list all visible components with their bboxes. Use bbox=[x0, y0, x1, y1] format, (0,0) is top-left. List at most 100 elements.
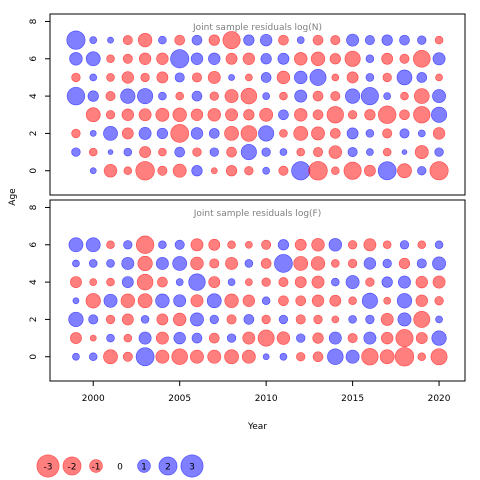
residual-bubble bbox=[138, 52, 152, 65]
residual-bubble bbox=[346, 33, 360, 47]
residual-bubble bbox=[278, 165, 289, 176]
residual-bubble bbox=[222, 31, 241, 50]
residual-bubble bbox=[244, 166, 254, 176]
residual-bubble bbox=[259, 33, 273, 47]
residual-bubble bbox=[191, 165, 203, 177]
residual-bubble bbox=[88, 259, 98, 268]
residual-bubble bbox=[70, 276, 82, 289]
x-tick-label: 2010 bbox=[255, 394, 278, 404]
residual-bubble bbox=[208, 238, 221, 251]
residual-bubble bbox=[72, 259, 80, 268]
residual-bubble bbox=[417, 35, 427, 45]
residual-bubble bbox=[308, 161, 328, 181]
x-tick-label: 2000 bbox=[82, 394, 105, 404]
panel-title: Joint sample residuals log(F) bbox=[193, 209, 321, 219]
residual-bubble bbox=[378, 105, 397, 124]
residual-bubble bbox=[243, 34, 255, 46]
residual-bubble bbox=[415, 275, 428, 289]
y-tick-label: 6 bbox=[29, 56, 39, 62]
residual-bubble bbox=[225, 52, 238, 65]
legend-label: -3 bbox=[44, 463, 53, 473]
residual-bubble bbox=[345, 275, 360, 290]
residual-bubble bbox=[258, 125, 275, 142]
residual-bubble bbox=[103, 126, 118, 141]
residual-bubble bbox=[191, 72, 202, 83]
residual-bubble bbox=[331, 315, 340, 324]
residual-bubble bbox=[190, 349, 204, 364]
residual-bubble bbox=[382, 240, 392, 250]
residual-bubble bbox=[121, 71, 134, 84]
residual-bubble bbox=[228, 74, 235, 81]
residual-bubble bbox=[330, 35, 341, 46]
residual-bubble bbox=[172, 256, 188, 271]
residual-bubble bbox=[295, 314, 306, 325]
residual-bubble bbox=[89, 334, 97, 342]
residual-bubble bbox=[121, 257, 135, 270]
legend-bubble bbox=[89, 459, 103, 473]
residual-bubble bbox=[328, 331, 342, 345]
residual-bubble bbox=[434, 147, 444, 157]
residual-bubble bbox=[68, 311, 84, 328]
residual-bubble bbox=[170, 124, 190, 143]
residual-bubble bbox=[397, 163, 412, 179]
residual-bubble bbox=[361, 348, 379, 366]
residual-bubble bbox=[171, 348, 188, 365]
residual-bubble bbox=[138, 126, 152, 140]
residual-bubble bbox=[224, 126, 239, 141]
residual-bubble bbox=[417, 129, 426, 138]
residual-bubble bbox=[174, 72, 185, 83]
legend-bubble bbox=[180, 454, 204, 478]
residual-bubble bbox=[276, 331, 291, 345]
residual-bubble bbox=[278, 314, 289, 325]
residual-bubble bbox=[294, 238, 307, 251]
residual-bubble bbox=[123, 333, 133, 343]
residual-bubble bbox=[191, 90, 203, 102]
residual-bubble bbox=[138, 108, 152, 122]
residual-bubble bbox=[261, 277, 271, 287]
residual-bubble bbox=[170, 49, 190, 69]
residual-bubble bbox=[105, 110, 116, 120]
residual-bubble bbox=[190, 238, 204, 252]
residual-bubble bbox=[295, 295, 307, 307]
residual-bubble bbox=[313, 314, 323, 325]
residual-bubble bbox=[240, 144, 257, 161]
y-tick-label: 2 bbox=[29, 131, 39, 137]
plot-frame bbox=[49, 199, 466, 382]
residual-bubble bbox=[296, 147, 305, 157]
residual-bubble bbox=[396, 69, 413, 86]
residual-bubble bbox=[398, 257, 411, 270]
residual-bubble bbox=[158, 35, 167, 45]
residual-bubble bbox=[155, 107, 170, 122]
residual-bubble bbox=[432, 52, 446, 66]
residual-bubble bbox=[296, 36, 305, 44]
residual-bubble bbox=[244, 259, 254, 268]
residual-bubble bbox=[72, 297, 80, 305]
residual-bubble bbox=[88, 314, 99, 325]
legend-bubble bbox=[36, 454, 60, 478]
y-tick-label: 6 bbox=[29, 242, 39, 248]
residual-bubble bbox=[365, 314, 375, 325]
residual-bubble bbox=[377, 161, 397, 181]
residual-bubble bbox=[69, 52, 83, 66]
residual-bubble bbox=[70, 332, 82, 344]
legend-label: 1 bbox=[141, 463, 147, 473]
residual-bubble bbox=[242, 331, 256, 345]
residual-bubble bbox=[135, 161, 155, 181]
residual-bubble bbox=[122, 35, 133, 46]
residual-bubble bbox=[155, 293, 170, 308]
residual-bubble bbox=[347, 110, 358, 120]
residual-bubble bbox=[155, 331, 169, 345]
residual-bubble bbox=[156, 71, 169, 84]
residual-bubble bbox=[310, 51, 326, 66]
residual-bubble bbox=[381, 276, 393, 288]
residual-bubble bbox=[224, 89, 239, 104]
residual-bubble bbox=[243, 109, 255, 121]
residual-bubble bbox=[135, 235, 155, 254]
residual-bubble bbox=[155, 349, 170, 364]
residual-bubble bbox=[382, 128, 393, 139]
panel-title: Joint sample residuals log(N) bbox=[192, 23, 322, 33]
residual-bubble bbox=[382, 72, 392, 83]
residual-bubble bbox=[123, 166, 133, 176]
residual-bubble bbox=[415, 294, 428, 307]
residual-bubble bbox=[432, 89, 446, 104]
